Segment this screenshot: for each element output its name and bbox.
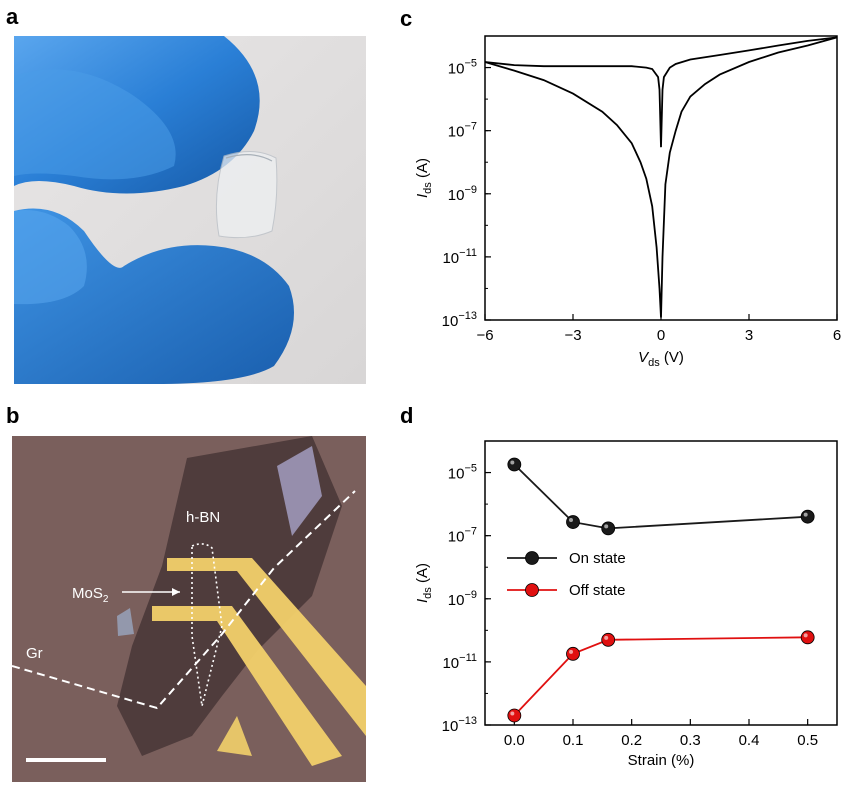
x-tick-label: 0.0 — [504, 732, 525, 749]
x-tick-label: 0 — [657, 327, 665, 344]
y-tick-label: 10−5 — [448, 463, 477, 483]
device-micrograph: h-BN MoS2 Gr — [12, 436, 366, 782]
data-point-highlight — [569, 518, 573, 523]
x-tick-label: 0.2 — [621, 732, 642, 749]
legend-marker — [525, 551, 539, 565]
series-line-1 — [513, 636, 808, 717]
y-axis-label: Ids (A) — [414, 563, 434, 603]
panel-label-d: d — [400, 403, 414, 428]
data-point-highlight — [510, 711, 515, 716]
legend-label: On state — [569, 550, 626, 567]
electrode-bottom — [152, 606, 342, 766]
y-tick-label: 10−13 — [442, 715, 477, 735]
y-tick-label: 10−5 — [448, 58, 477, 78]
x-tick-label: −6 — [476, 327, 493, 344]
x-tick-label: −3 — [564, 327, 581, 344]
label-gr: Gr — [26, 645, 43, 662]
data-point — [566, 515, 580, 529]
flexible-device-photo — [14, 36, 366, 384]
y-tick-label: 10−13 — [442, 310, 477, 330]
x-tick-label: 6 — [833, 327, 841, 344]
panel-label-a: a — [6, 4, 19, 29]
panel-label-b: b — [6, 403, 20, 428]
data-point — [566, 646, 580, 661]
electrode-top — [167, 558, 366, 736]
x-tick-label: 0.1 — [563, 732, 584, 749]
data-point-highlight — [803, 512, 808, 517]
data-point-highlight — [510, 460, 515, 465]
series-line-0 — [484, 36, 838, 148]
series-line-0 — [513, 463, 808, 530]
plot-frame — [484, 440, 838, 726]
label-hbn: h-BN — [186, 509, 220, 526]
data-point — [601, 632, 616, 647]
y-tick-label: 10−9 — [448, 184, 477, 204]
data-point — [507, 708, 522, 723]
series-line-1 — [484, 36, 838, 318]
y-axis-label: Ids (A) — [414, 158, 434, 198]
data-point-highlight — [604, 635, 609, 640]
x-tick-label: 0.3 — [680, 732, 701, 749]
data-point — [507, 457, 522, 472]
y-tick-label: 10−7 — [448, 121, 477, 141]
data-point — [800, 630, 815, 645]
chart-d: 0.0 0.1 0.2 0.3 0.4 0.5 10−5 10−7 10−9 10−11 10−13… — [414, 440, 838, 769]
data-point — [800, 509, 815, 524]
panel-label-c: c — [400, 6, 413, 31]
y-tick-label: 10−7 — [448, 526, 477, 546]
y-tick-label: 10−9 — [448, 589, 477, 609]
data-point-highlight — [604, 524, 609, 529]
data-point — [601, 521, 616, 536]
y-tick-label: 10−11 — [442, 247, 477, 267]
x-axis-label: Vds (V) — [638, 349, 684, 369]
legend-label: Off state — [569, 582, 625, 599]
data-point-highlight — [803, 633, 808, 638]
x-tick-label: 0.5 — [797, 732, 818, 749]
y-tick-label: 10−11 — [442, 652, 477, 672]
label-mos2: MoS2 — [72, 585, 109, 605]
x-axis-label: Strain (%) — [628, 752, 695, 769]
x-tick-label: 0.4 — [739, 732, 760, 749]
chart-c: −6 −3 0 3 6 10−5 10−7 10−9 10−11 10−13 Ids (A) Vds … — [414, 35, 841, 369]
x-tick-label: 3 — [745, 327, 753, 344]
data-point-highlight — [569, 649, 573, 654]
legend-marker — [525, 583, 539, 597]
